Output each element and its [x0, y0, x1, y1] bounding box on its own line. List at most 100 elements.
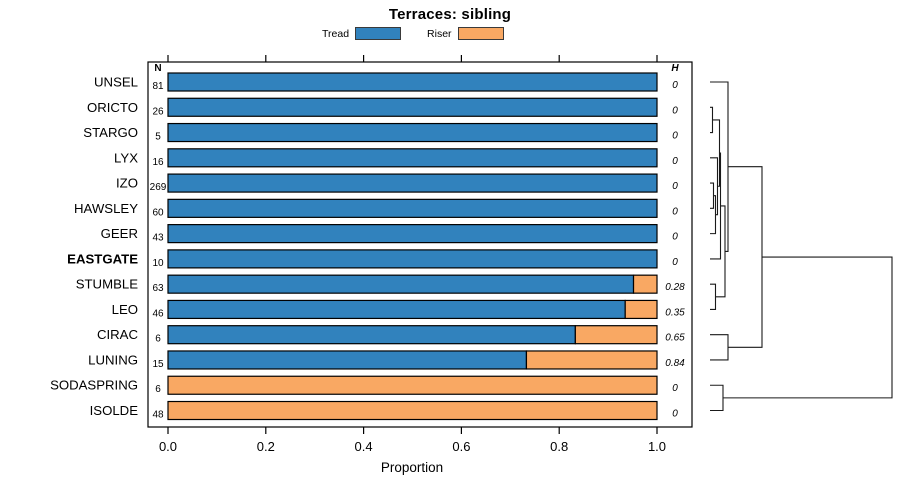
- bar-row: HAWSLEY 60 0: [74, 198, 678, 218]
- bar-row: UNSEL 81 0: [94, 72, 678, 92]
- tread-segment: [167, 350, 528, 370]
- h-value: 0: [672, 80, 678, 91]
- row-label: LEO: [112, 302, 138, 317]
- axis-tick-label: 0.8: [550, 439, 568, 454]
- row-label: UNSEL: [94, 75, 138, 90]
- dendrogram-link: [710, 106, 714, 134]
- riser-segment: [525, 350, 658, 370]
- n-value: 16: [152, 157, 164, 168]
- tread-segment: [167, 148, 658, 168]
- h-col-header: H: [671, 63, 679, 74]
- riser-segment: [167, 400, 658, 421]
- chart-title: Terraces: sibling: [388, 6, 512, 23]
- dendrogram-link: [728, 166, 763, 348]
- row-label: LUNING: [88, 352, 138, 367]
- legend-label-tread: Tread: [322, 27, 350, 40]
- h-value: 0: [672, 131, 678, 142]
- row-label: GEER: [101, 226, 138, 241]
- row-label: EASTGATE: [67, 251, 138, 266]
- axis-tick-label: 1.0: [648, 439, 666, 454]
- n-value: 81: [152, 81, 164, 92]
- row-label: ISOLDE: [90, 403, 139, 418]
- dendrogram-link: [710, 152, 722, 260]
- row-label: STARGO: [83, 125, 138, 140]
- legend: Tread Riser: [322, 27, 504, 40]
- bar-row: LEO 46 0.35: [112, 299, 685, 320]
- bar-row: STARGO 5 0: [83, 122, 678, 143]
- n-value: 43: [152, 233, 164, 244]
- tread-segment: [167, 97, 658, 117]
- bar-row: STUMBLE 63 0.28: [76, 274, 685, 294]
- tread-segment: [167, 72, 658, 92]
- h-value: 0.28: [665, 282, 685, 293]
- row-label: ORICTO: [87, 100, 138, 115]
- h-value: 0.65: [665, 333, 685, 344]
- dendrogram-link: [710, 384, 724, 412]
- n-value: 10: [152, 258, 164, 269]
- axis-tick-label: 0.2: [257, 439, 275, 454]
- dendrogram-link: [710, 182, 715, 209]
- n-value: 6: [155, 384, 161, 395]
- h-value: 0: [672, 105, 678, 116]
- dendrogram-link: [712, 119, 721, 187]
- plot-frame: [147, 61, 693, 428]
- tread-segment: [167, 224, 658, 244]
- bar-row: GEER 43 0: [101, 224, 678, 244]
- tread-segment: [167, 173, 658, 193]
- n-col-header: N: [154, 63, 161, 74]
- n-value: 48: [152, 410, 164, 421]
- riser-segment: [167, 375, 658, 395]
- dendrogram-link: [710, 334, 729, 361]
- h-value: 0: [672, 206, 678, 217]
- bar-row: ORICTO 26 0: [87, 97, 678, 117]
- tread-segment: [167, 122, 658, 143]
- bar-row: LUNING 15 0.84: [88, 350, 685, 370]
- dendrogram-link: [722, 256, 893, 399]
- bar-row: CIRAC 6 0.65: [97, 325, 685, 345]
- tread-segment: [167, 274, 635, 294]
- dendrogram-link: [710, 195, 717, 235]
- row-label: CIRAC: [97, 327, 139, 342]
- h-value: 0: [672, 181, 678, 192]
- bar-row: ISOLDE 48 0: [90, 400, 678, 421]
- axis-tick-label: 0.4: [355, 439, 373, 454]
- bar-row: EASTGATE 10 0: [67, 249, 678, 269]
- row-label: HAWSLEY: [74, 201, 138, 216]
- n-value: 5: [155, 132, 161, 143]
- riser-segment: [624, 299, 658, 320]
- tread-segment: [167, 198, 658, 218]
- n-value: 6: [155, 334, 161, 345]
- riser-segment: [574, 325, 658, 345]
- h-value: 0: [672, 383, 678, 394]
- legend-swatch-riser: [457, 27, 504, 40]
- row-label: IZO: [116, 176, 138, 191]
- n-value: 46: [152, 308, 164, 319]
- tread-segment: [167, 325, 576, 345]
- n-value: 63: [152, 283, 164, 294]
- row-label: LYX: [114, 150, 138, 165]
- x-axis-label: Proportion: [381, 460, 443, 475]
- n-value: 269: [150, 182, 167, 193]
- h-value: 0.84: [665, 358, 685, 369]
- tread-segment: [167, 299, 626, 320]
- tread-segment: [167, 249, 658, 269]
- h-value: 0: [672, 257, 678, 268]
- h-value: 0: [672, 156, 678, 167]
- bar-row: LYX 16 0: [114, 148, 678, 168]
- bar-row: IZO 269 0: [116, 173, 678, 193]
- row-label: SODASPRING: [50, 378, 138, 393]
- n-value: 26: [152, 106, 164, 117]
- dendrogram-link: [710, 157, 719, 216]
- h-value: 0: [672, 232, 678, 243]
- n-value: 60: [152, 207, 164, 218]
- row-label: STUMBLE: [76, 277, 138, 292]
- dendrogram-link: [710, 283, 717, 310]
- n-value: 15: [152, 359, 164, 370]
- riser-segment: [632, 274, 658, 294]
- axis-tick-label: 0.0: [159, 439, 177, 454]
- bar-row: SODASPRING 6 0: [50, 375, 678, 395]
- legend-label-riser: Riser: [427, 27, 452, 40]
- h-value: 0.35: [665, 307, 685, 318]
